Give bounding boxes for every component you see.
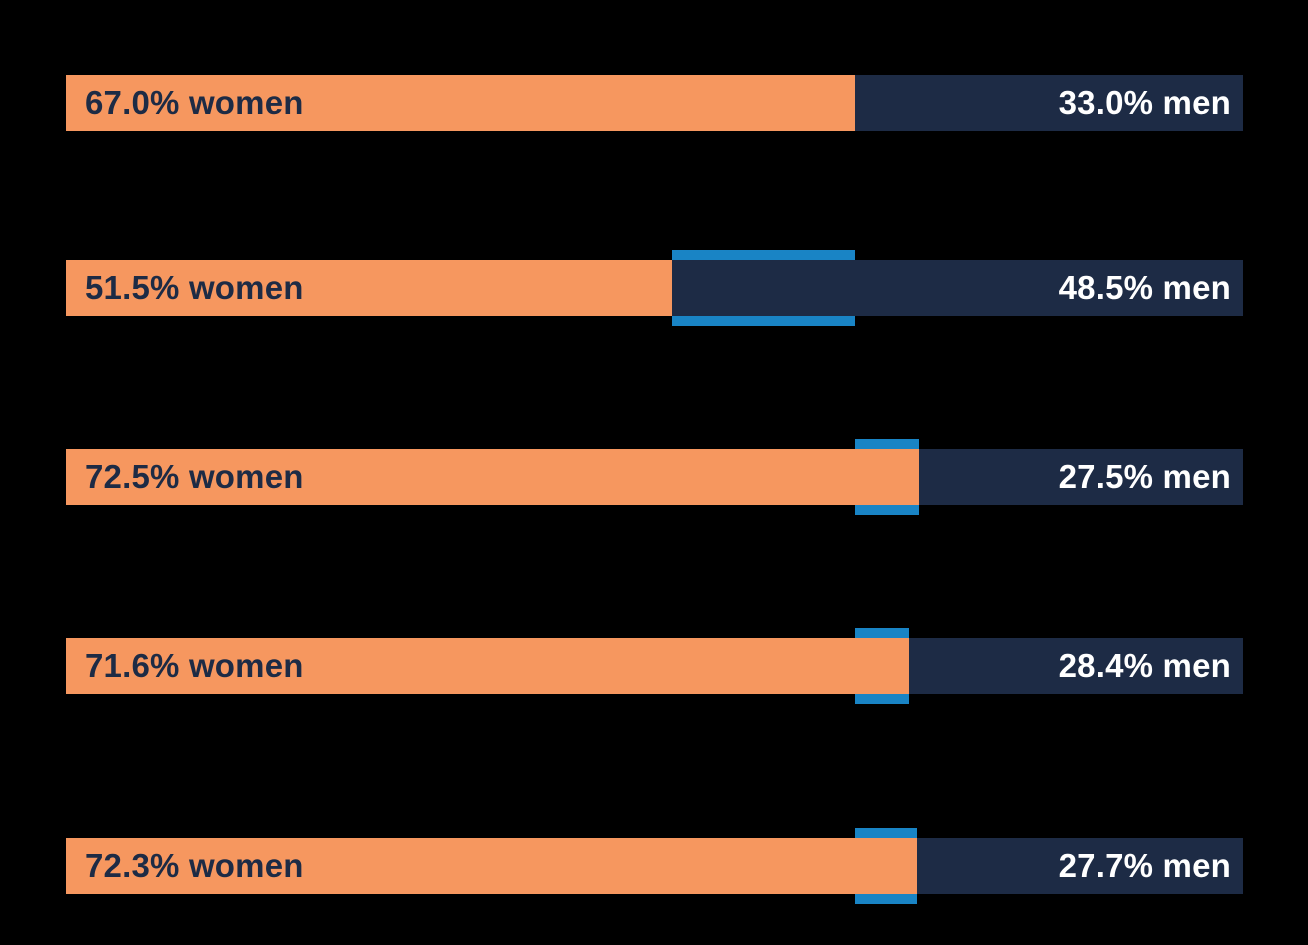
deviation-marker-top-strip [854, 628, 909, 638]
deviation-marker-bottom-strip [672, 316, 855, 326]
women-percentage-label: 72.3% women [85, 847, 304, 884]
women-percentage-label: 71.6% women [85, 647, 304, 684]
women-percentage-label: 72.5% women [85, 458, 304, 495]
men-bar-segment: 28.4% men [908, 638, 1243, 694]
men-percentage-label: 27.7% men [1058, 847, 1231, 884]
deviation-marker-bottom-strip [854, 694, 909, 704]
deviation-marker-top-strip [854, 828, 917, 838]
women-bar-segment: 51.5% women [66, 260, 673, 316]
men-bar-segment: 27.7% men [916, 838, 1243, 894]
men-percentage-label: 33.0% men [1058, 84, 1231, 121]
men-bar-segment: 48.5% men [672, 260, 1243, 316]
women-bar-segment: 67.0% women [66, 75, 855, 131]
women-bar-segment: 72.3% women [66, 838, 917, 894]
bar-row: 71.6% women 28.4% men [66, 628, 1243, 704]
women-percentage-label: 51.5% women [85, 269, 304, 306]
bar-row: 67.0% women 33.0% men [66, 75, 1243, 131]
men-percentage-label: 28.4% men [1058, 647, 1231, 684]
men-percentage-label: 27.5% men [1058, 458, 1231, 495]
deviation-marker-top-strip [672, 250, 855, 260]
men-percentage-label: 48.5% men [1058, 269, 1231, 306]
bar-row: 51.5% women 48.5% men [66, 250, 1243, 326]
deviation-marker-bottom-strip [854, 505, 920, 515]
deviation-marker-bottom-strip [854, 894, 917, 904]
men-bar-segment: 27.5% men [919, 449, 1243, 505]
women-percentage-label: 67.0% women [85, 84, 304, 121]
women-bar-segment: 71.6% women [66, 638, 909, 694]
men-bar-segment: 33.0% men [854, 75, 1243, 131]
deviation-marker-top-strip [854, 439, 920, 449]
women-bar-segment: 72.5% women [66, 449, 920, 505]
bar-row: 72.3% women 27.7% men [66, 828, 1243, 904]
bar-row: 72.5% women 27.5% men [66, 439, 1243, 515]
